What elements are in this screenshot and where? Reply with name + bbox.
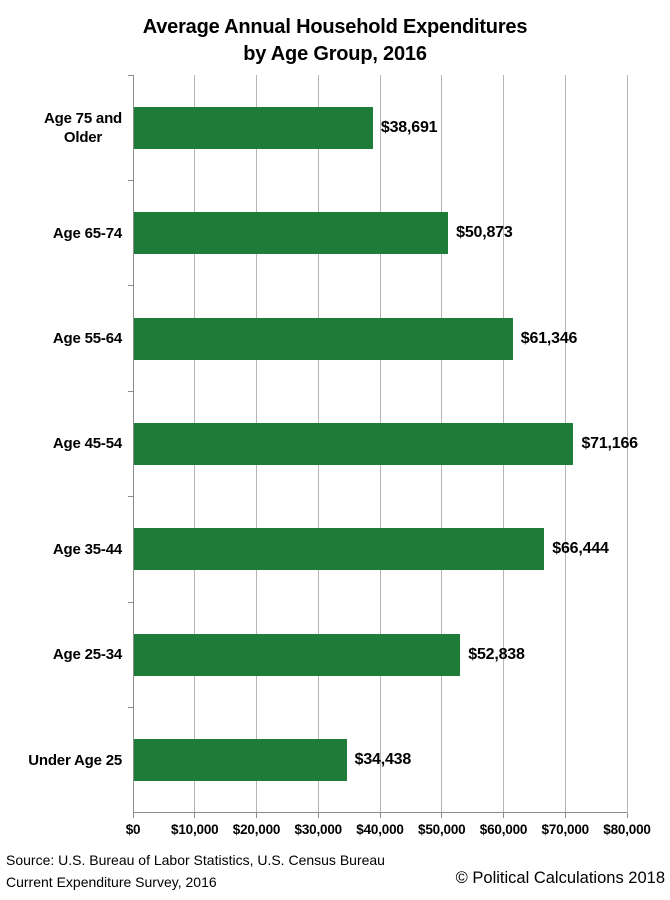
category-label: Age 75 and Older [6, 75, 122, 180]
category-label: Age 25-34 [6, 602, 122, 707]
category-label: Age 55-64 [6, 286, 122, 391]
copyright-note: © Political Calculations 2018 [455, 869, 665, 887]
x-axis-tick-label: $0 [125, 822, 141, 837]
x-axis-tick [626, 813, 628, 818]
y-axis-line [133, 75, 134, 813]
plot-area: $38,691 $50,873 $61,346 $71,166 $66,444 $52,8… [133, 75, 638, 813]
bar-age-65-74 [134, 212, 449, 255]
x-axis-tick [503, 813, 504, 818]
bar-age-75-and-older [134, 106, 373, 149]
x-axis-tick-label: $30,000 [294, 822, 343, 837]
category-label-text: Age 55-64 [52, 330, 122, 348]
source-note: Source: U.S. Bureau of Labor Statistics,… [6, 849, 385, 893]
bar-age-25-34 [134, 633, 461, 676]
y-axis-tick [128, 179, 133, 181]
value-label: $38,691 [380, 118, 438, 136]
x-axis-tick [132, 813, 134, 818]
value-label: $34,438 [354, 751, 412, 769]
category-label-text: Under Age 25 [28, 751, 122, 769]
x-axis-tick-label: $50,000 [418, 822, 466, 837]
x-axis-tick-label: $40,000 [356, 822, 404, 837]
x-axis-tick-label: $70,000 [541, 822, 590, 837]
y-axis-tick [128, 707, 133, 709]
bar-age-45-54 [134, 423, 574, 465]
x-axis-tick [317, 813, 319, 818]
y-axis-tick [128, 601, 133, 603]
x-axis-tick-label: $80,000 [603, 822, 651, 837]
y-axis-tick [128, 496, 133, 498]
category-label-text: Age 75 and Older [43, 109, 122, 146]
value-label: $61,346 [520, 329, 578, 347]
category-label: Age 35-44 [6, 497, 122, 602]
y-axis-tick [128, 74, 133, 76]
source-note-line1: Source: U.S. Bureau of Labor Statistics,… [6, 852, 385, 868]
x-axis-tick [441, 813, 443, 818]
y-axis-tick [128, 285, 133, 287]
category-label: Age 65-74 [6, 180, 122, 285]
x-axis-tick [379, 813, 381, 818]
x-axis-line [133, 812, 627, 813]
x-axis-tick [256, 813, 257, 818]
value-label: $71,166 [581, 435, 638, 452]
value-label: $50,873 [456, 224, 513, 242]
x-axis-tick-label: $60,000 [479, 822, 528, 837]
category-label: Age 45-54 [6, 391, 122, 496]
bar-under-age-25 [134, 739, 347, 782]
category-label-text: Age 35-44 [52, 540, 122, 558]
x-axis-tick-label: $10,000 [171, 822, 219, 837]
x-axis-tick [194, 813, 196, 818]
chart-title: Average Annual Household Expenditures by… [0, 14, 670, 68]
x-axis-tick [564, 813, 566, 818]
bar-age-55-64 [134, 317, 513, 360]
value-label: $66,444 [552, 540, 609, 558]
chart-title-line1: Average Annual Household Expenditures [142, 16, 528, 38]
source-note-line2: Current Expenditure Survey, 2016 [6, 874, 217, 890]
y-axis-tick [128, 390, 133, 392]
gridline-80000 [626, 75, 628, 813]
category-label: Under Age 25 [6, 708, 122, 813]
category-label-text: Age 25-34 [52, 646, 122, 664]
category-label-text: Age 65-74 [52, 224, 122, 242]
category-label-text: Age 45-54 [52, 435, 122, 453]
chart-title-line2: by Age Group, 2016 [243, 43, 427, 65]
bar-age-35-44 [134, 528, 545, 571]
x-axis-tick-label: $20,000 [232, 822, 281, 837]
value-label: $52,838 [468, 645, 525, 663]
